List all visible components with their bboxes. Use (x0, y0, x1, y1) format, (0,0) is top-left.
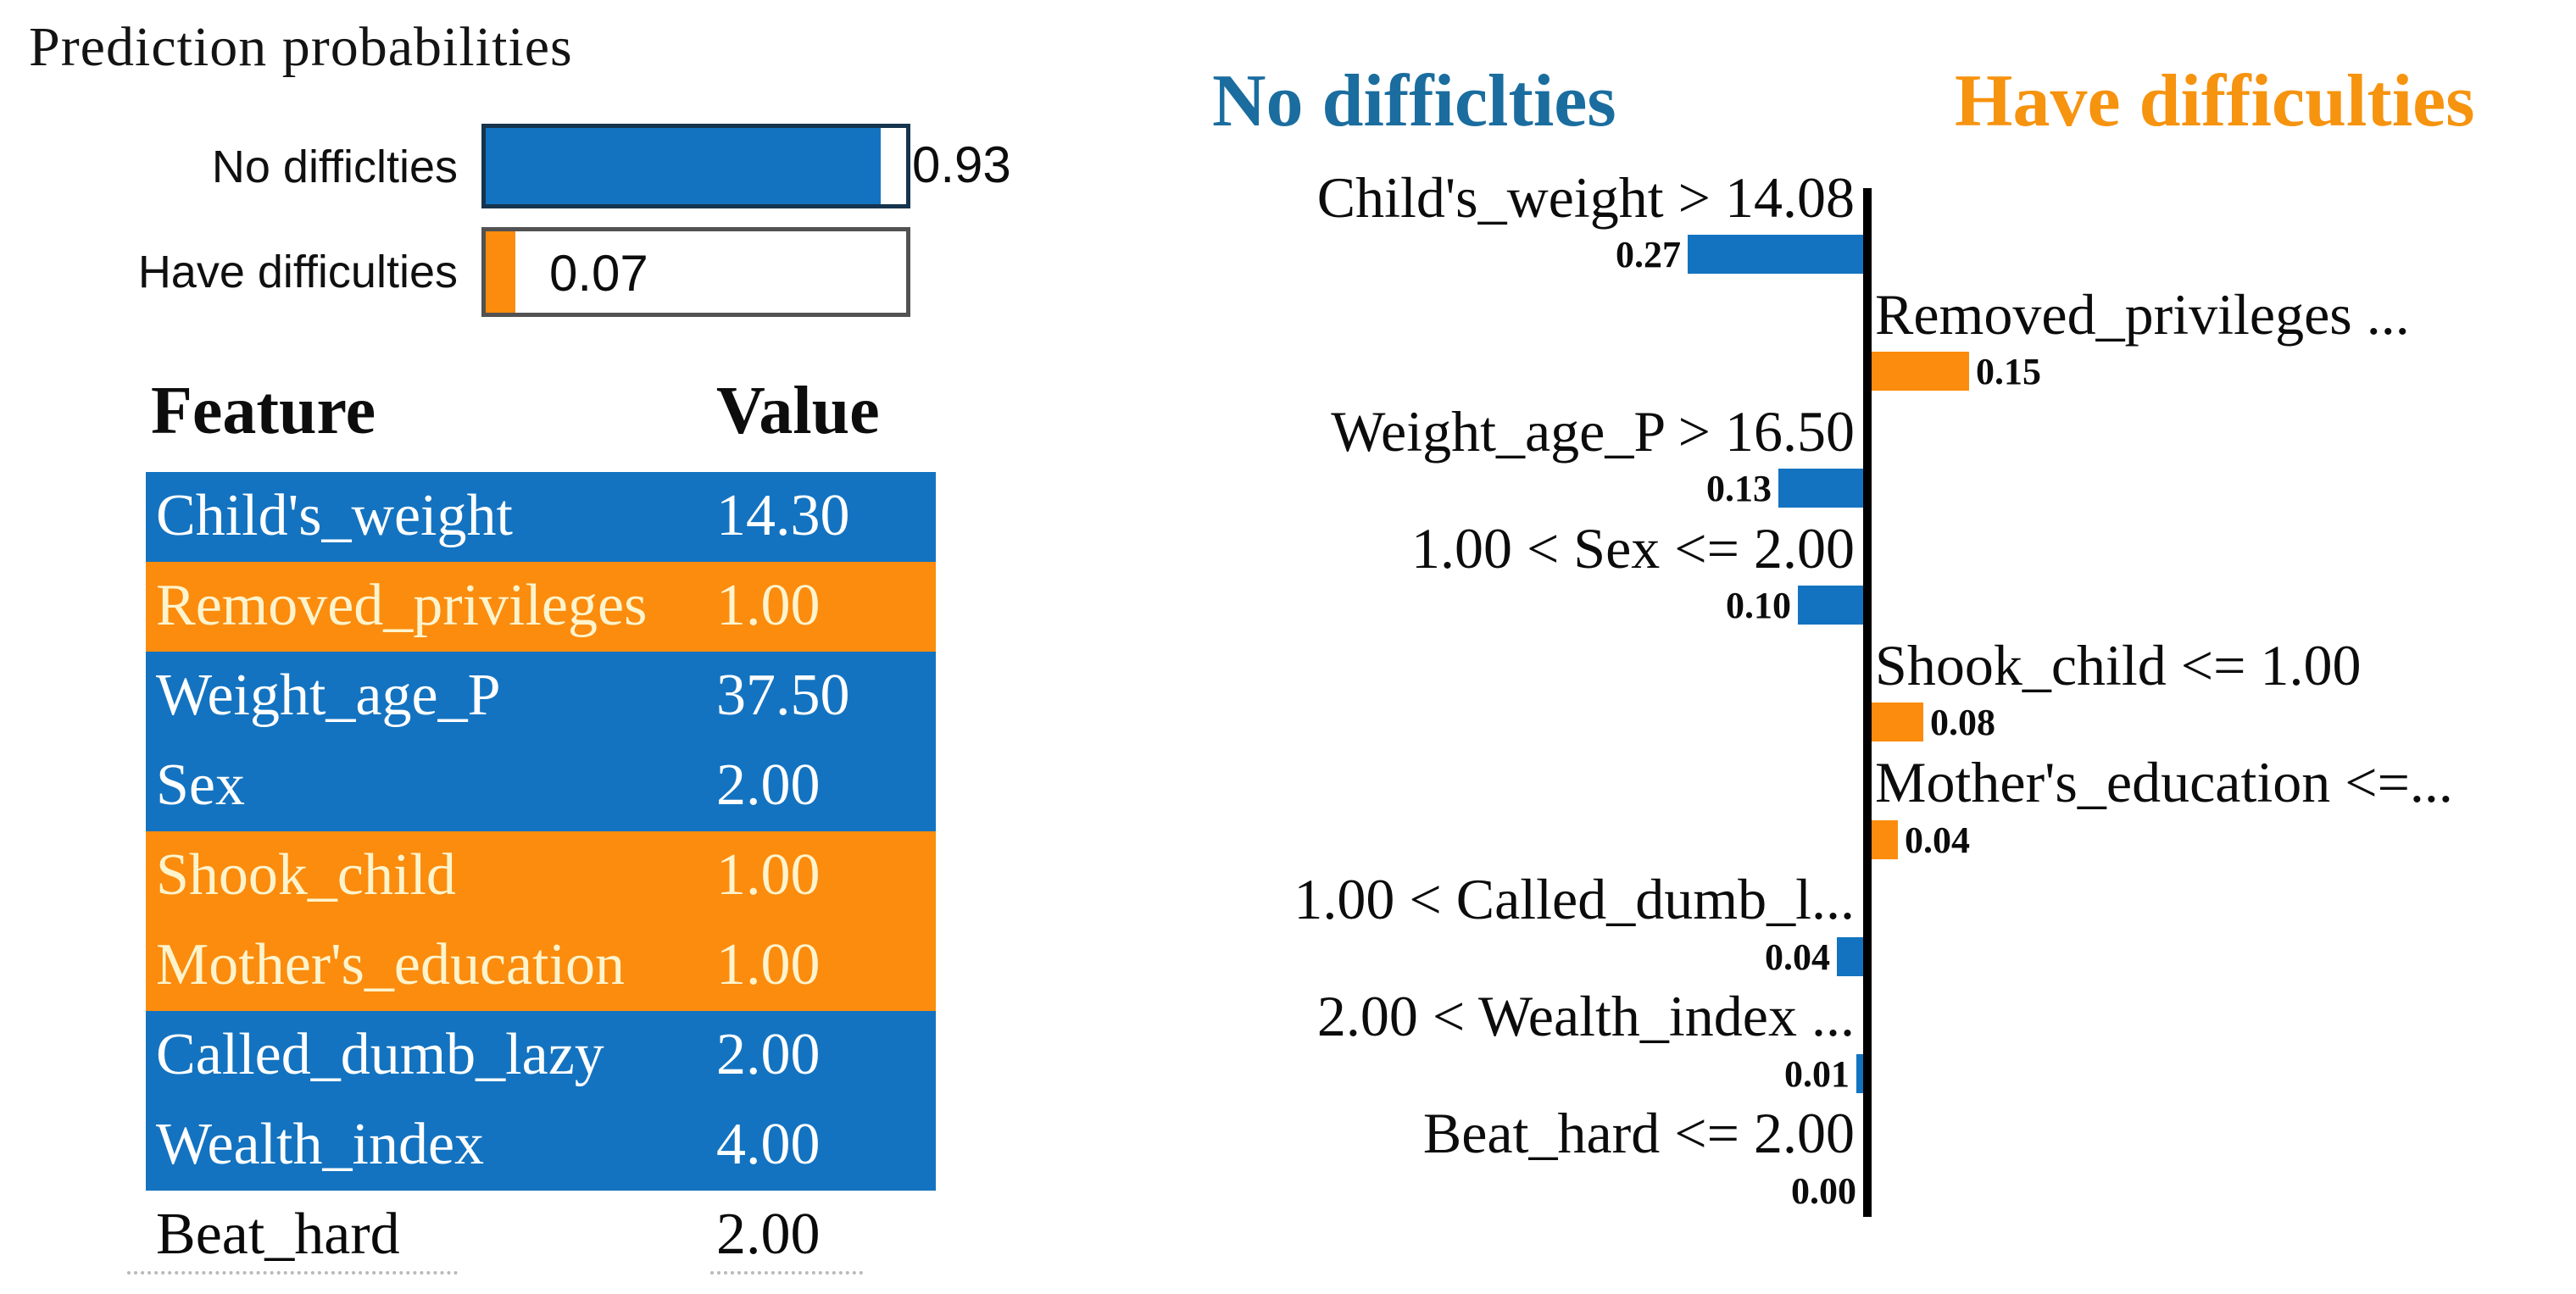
value-cell: 2.00 (716, 1202, 821, 1267)
value-cell: 1.00 (716, 842, 821, 908)
chart-row-label: 2.00 < Wealth_index ... (1316, 984, 1855, 1048)
chart-bar (1778, 469, 1863, 508)
table-bottom-divider (127, 1271, 458, 1275)
prediction-probabilities-title: Prediction probabilities (29, 16, 573, 78)
chart-bar (1872, 820, 1898, 859)
chart-bar (1872, 703, 1923, 741)
chart-row-label: Shook_child <= 1.00 (1875, 633, 2362, 697)
chart-class-header-have-difficulties: Have difficulties (1955, 60, 2475, 142)
value-cell: 2.00 (716, 753, 821, 818)
chart-bar (1837, 937, 1863, 976)
chart-bar-value: 0.00 (1791, 1170, 1856, 1212)
chart-bar-value: 0.15 (1976, 351, 2041, 392)
probability-value: 0.07 (549, 245, 648, 302)
feature-cell: Shook_child (156, 842, 456, 908)
probability-label: No difficlties (211, 142, 458, 192)
probability-bar-fill (486, 231, 515, 313)
table-row: Wealth_index 4.00 (146, 1101, 936, 1191)
table-row: Child's_weight 14.30 (146, 472, 936, 562)
table-bottom-divider-value (710, 1271, 863, 1275)
value-cell: 1.00 (716, 932, 821, 997)
table-row: Shook_child 1.00 (146, 831, 936, 921)
chart-class-header-no-difficulties: No difficlties (1212, 60, 1616, 142)
chart-bar-value: 0.13 (1706, 468, 1772, 509)
chart-bar-value: 0.01 (1784, 1053, 1850, 1095)
chart-row-label: 1.00 < Sex <= 2.00 (1410, 516, 1855, 580)
chart-bar (1872, 352, 1969, 391)
chart-bar-value: 0.10 (1726, 585, 1791, 626)
table-row: Weight_age_P 37.50 (146, 652, 936, 741)
table-row: Mother's_education 1.00 (146, 921, 936, 1011)
probability-bar-fill (486, 128, 882, 204)
chart-row-label: Beat_hard <= 2.00 (1422, 1101, 1855, 1165)
probability-label: Have difficulties (137, 247, 458, 297)
feature-cell: Removed_privileges (156, 573, 648, 638)
chart-bar-value: 0.04 (1905, 819, 1970, 861)
feature-cell: Weight_age_P (156, 663, 501, 728)
chart-bar (1688, 235, 1863, 274)
feature-cell: Beat_hard (156, 1202, 400, 1267)
chart-row-label: Mother's_education <=... (1875, 750, 2453, 814)
chart-row-label: Removed_privileges ... (1875, 282, 2410, 347)
feature-cell: Child's_weight (156, 483, 513, 548)
chart-row-label: 1.00 < Called_dumb_l... (1294, 867, 1855, 931)
chart-bar-value: 0.08 (1930, 702, 1995, 743)
value-cell: 2.00 (716, 1022, 821, 1087)
chart-bar (1856, 1054, 1863, 1093)
value-cell: 14.30 (716, 483, 850, 548)
chart-row-label: Child's_weight > 14.08 (1316, 165, 1855, 230)
feature-cell: Wealth_index (156, 1112, 485, 1177)
table-row: Called_dumb_lazy 2.00 (146, 1011, 936, 1101)
table-row: Sex 2.00 (146, 741, 936, 831)
chart-center-axis-line (1863, 188, 1872, 1217)
chart-bar (1798, 586, 1863, 625)
feature-cell: Mother's_education (156, 932, 626, 997)
value-column-header: Value (716, 374, 880, 448)
table-row: Beat_hard 2.00 (146, 1191, 936, 1279)
feature-column-header: Feature (151, 374, 376, 448)
chart-row-label: Weight_age_P > 16.50 (1331, 399, 1855, 464)
value-cell: 37.50 (716, 663, 850, 728)
probability-value: 0.93 (912, 136, 1011, 193)
probability-bar-track (481, 227, 910, 317)
table-row: Removed_privileges 1.00 (146, 562, 936, 652)
feature-cell: Sex (156, 753, 245, 818)
value-cell: 1.00 (716, 573, 821, 638)
feature-table-rows: Child's_weight 14.30 Removed_privileges 1.0… (146, 472, 936, 1279)
feature-cell: Called_dumb_lazy (156, 1022, 604, 1087)
chart-bar-value: 0.04 (1765, 936, 1830, 978)
probability-bar-track (481, 124, 910, 208)
value-cell: 4.00 (716, 1112, 821, 1177)
chart-bar-value: 0.27 (1616, 234, 1681, 275)
